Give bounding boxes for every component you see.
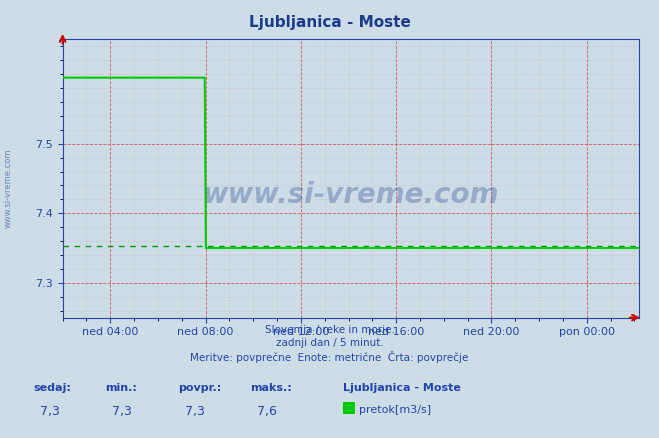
Text: pretok[m3/s]: pretok[m3/s] (359, 405, 431, 415)
Text: Slovenija / reke in morje.: Slovenija / reke in morje. (264, 325, 395, 335)
Text: maks.:: maks.: (250, 383, 292, 393)
Text: sedaj:: sedaj: (33, 383, 71, 393)
Text: 7,3: 7,3 (185, 405, 204, 418)
Text: 7,3: 7,3 (112, 405, 132, 418)
Text: 7,6: 7,6 (257, 405, 277, 418)
Text: Meritve: povprečne  Enote: metrične  Črta: povprečje: Meritve: povprečne Enote: metrične Črta:… (190, 351, 469, 363)
Text: 7,3: 7,3 (40, 405, 59, 418)
Text: www.si-vreme.com: www.si-vreme.com (203, 181, 499, 209)
Text: Ljubljanica - Moste: Ljubljanica - Moste (343, 383, 461, 393)
Text: min.:: min.: (105, 383, 137, 393)
Text: zadnji dan / 5 minut.: zadnji dan / 5 minut. (275, 338, 384, 348)
Text: Ljubljanica - Moste: Ljubljanica - Moste (248, 15, 411, 30)
Text: www.si-vreme.com: www.si-vreme.com (3, 148, 13, 228)
Text: povpr.:: povpr.: (178, 383, 221, 393)
